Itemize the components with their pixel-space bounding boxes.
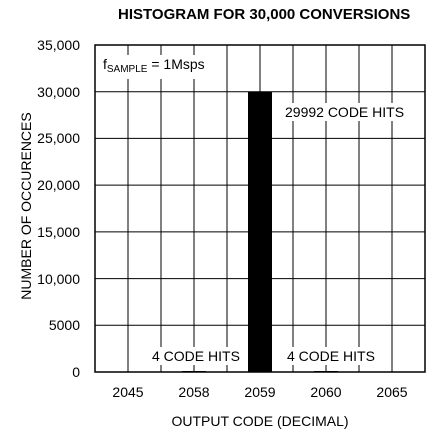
y-tick-label: 15,000 xyxy=(37,223,80,240)
center-hits-label: 29992 CODE HITS xyxy=(282,103,408,121)
histogram-bar xyxy=(314,371,338,372)
x-tick-label: 2065 xyxy=(376,384,408,400)
sample-symbol: f xyxy=(103,56,107,72)
y-tick-label: 10,000 xyxy=(37,270,80,287)
x-tick-label: 2058 xyxy=(178,384,210,400)
x-tick-label: 2060 xyxy=(310,384,342,400)
x-tick-label: 2045 xyxy=(112,384,144,400)
right-hits-label: 4 CODE HITS xyxy=(284,347,378,365)
y-tick-label: 20,000 xyxy=(37,177,80,194)
sample-value: = 1Msps xyxy=(147,56,205,72)
histogram-bar xyxy=(182,371,206,372)
sample-subscript: SAMPLE xyxy=(106,64,148,75)
histogram-bar xyxy=(248,91,272,372)
x-tick-label: 2059 xyxy=(244,384,276,400)
y-tick-label: 35,000 xyxy=(37,37,80,53)
y-tick-label: 25,000 xyxy=(37,130,80,147)
left-hits-label: 4 CODE HITS xyxy=(149,347,243,365)
y-tick-label: 0 xyxy=(72,364,80,380)
y-tick-label: 5000 xyxy=(48,317,80,334)
chart-title: HISTOGRAM FOR 30,000 CONVERSIONS xyxy=(118,6,411,23)
sample-rate-annotation: fSAMPLE = 1Msps xyxy=(100,55,208,79)
x-axis-label: OUTPUT CODE (DECIMAL) xyxy=(171,413,349,429)
y-tick-label: 30,000 xyxy=(37,83,80,100)
